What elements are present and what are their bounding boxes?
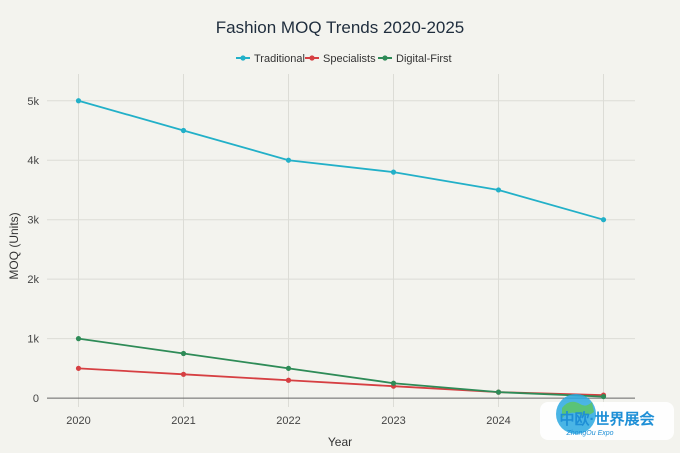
- data-point-specialists: [180, 371, 187, 377]
- data-point-specialists: [285, 377, 292, 383]
- data-point-digital-first: [495, 389, 502, 395]
- legend-marker: [309, 55, 315, 61]
- data-point-traditional: [600, 217, 607, 223]
- data-point-traditional: [390, 169, 397, 175]
- legend-label: Digital-First: [396, 53, 452, 65]
- watermark-logo: 中欧·世界展会 ZhongOu Expo: [540, 394, 674, 440]
- x-tick-label: 2020: [66, 415, 90, 427]
- y-tick-label: 3k: [27, 215, 39, 227]
- globe-icon: [556, 394, 596, 434]
- x-tick-label: 2021: [171, 415, 195, 427]
- data-point-traditional: [75, 98, 82, 104]
- series-line-digital-first: [78, 337, 604, 398]
- data-point-digital-first: [75, 336, 82, 342]
- grid-lines: [47, 74, 635, 407]
- data-point-digital-first: [600, 393, 607, 400]
- watermark-text: 中欧·世界展会: [560, 410, 655, 428]
- x-tick-label: 2022: [276, 415, 300, 427]
- x-tick-label: 2024: [486, 415, 510, 427]
- legend-marker: [240, 55, 246, 61]
- series-line-specialists: [78, 367, 604, 397]
- y-tick-label: 2k: [27, 274, 39, 286]
- data-point-digital-first: [390, 380, 397, 386]
- y-tick-label: 1k: [27, 334, 39, 346]
- x-axis-label: Year: [328, 435, 352, 449]
- legend-item-traditional[interactable]: Traditional: [236, 53, 305, 65]
- y-tick-label: 4k: [27, 155, 39, 167]
- data-point-traditional: [180, 127, 187, 134]
- legend-item-specialists[interactable]: Specialists: [305, 53, 376, 65]
- data-point-traditional: [285, 157, 292, 163]
- chart-title: Fashion MOQ Trends 2020-2025: [216, 18, 465, 37]
- data-point-digital-first: [285, 365, 292, 371]
- data-point-traditional: [495, 187, 502, 193]
- data-point-specialists: [75, 365, 82, 371]
- y-tick-label: 5k: [27, 96, 39, 108]
- watermark-subtext: ZhongOu Expo: [565, 430, 613, 437]
- legend-label: Traditional: [254, 53, 305, 65]
- data-point-digital-first: [180, 350, 187, 357]
- series-line-traditional: [78, 99, 604, 221]
- y-tick-label: 0: [33, 393, 39, 405]
- chart-legend: Traditional Specialists Digital-First: [236, 53, 452, 65]
- legend-item-digital-first[interactable]: Digital-First: [378, 53, 452, 65]
- series-layer: [75, 98, 607, 400]
- legend-marker: [382, 55, 388, 61]
- legend-label: Specialists: [323, 53, 376, 65]
- x-tick-label: 2023: [381, 415, 405, 427]
- y-axis-label: MOQ (Units): [7, 212, 21, 279]
- axis-ticks: 0 1k 2k 3k 4k 5k 2020 2021 2022 2023 2024: [27, 96, 510, 427]
